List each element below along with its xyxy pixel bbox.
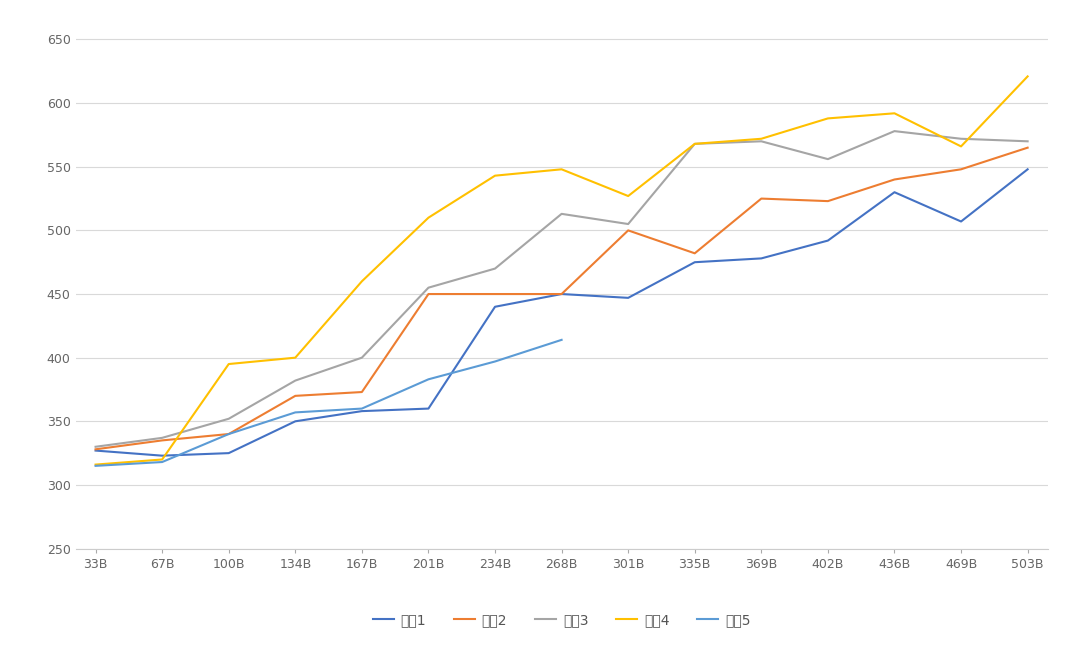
实隃4: [488, 172, 501, 180]
实隃4: [755, 134, 768, 142]
实隃2: [555, 290, 568, 298]
实隃4: [622, 192, 635, 200]
实隃3: [688, 140, 701, 148]
实隃1: [355, 407, 368, 415]
实隃1: [156, 452, 168, 460]
实隃2: [1022, 144, 1035, 152]
实隃4: [222, 360, 235, 368]
实隃5: [422, 375, 435, 383]
Line: 实隃4: 实隃4: [95, 76, 1028, 464]
实隃4: [888, 109, 901, 117]
实隃3: [822, 155, 835, 163]
实隃1: [822, 237, 835, 245]
实隃3: [622, 220, 635, 228]
实隃1: [89, 447, 102, 455]
实隃1: [488, 303, 501, 311]
Line: 实隃1: 实隃1: [95, 169, 1028, 456]
实隃2: [822, 197, 835, 205]
实隃4: [89, 460, 102, 468]
实隃2: [156, 436, 168, 444]
实隃3: [888, 127, 901, 135]
实隃3: [222, 415, 235, 423]
实隃2: [688, 250, 701, 258]
实隃3: [156, 434, 168, 442]
实隃2: [222, 430, 235, 438]
实隃3: [755, 137, 768, 145]
实隃3: [955, 134, 968, 142]
实隃2: [355, 388, 368, 396]
实隃5: [488, 357, 501, 365]
Line: 实隃5: 实隃5: [95, 340, 562, 466]
实隃5: [555, 336, 568, 344]
实隃3: [89, 443, 102, 451]
实隃4: [1022, 72, 1035, 80]
实隃2: [755, 195, 768, 203]
实隃2: [288, 392, 301, 400]
实隃2: [89, 446, 102, 454]
实隃4: [555, 165, 568, 173]
实隃3: [422, 284, 435, 292]
实隃5: [288, 408, 301, 416]
实隃4: [355, 277, 368, 285]
实隃2: [955, 165, 968, 173]
实隃5: [355, 405, 368, 413]
实隃4: [955, 142, 968, 151]
实隃1: [955, 217, 968, 225]
实隃2: [888, 175, 901, 183]
实隃3: [488, 264, 501, 272]
实隃5: [89, 462, 102, 470]
实隃3: [355, 354, 368, 362]
实隃1: [688, 258, 701, 266]
实隃5: [222, 430, 235, 438]
实隃1: [222, 449, 235, 457]
实隃2: [422, 290, 435, 298]
实隃4: [688, 140, 701, 148]
实隃4: [822, 114, 835, 122]
实隃4: [156, 456, 168, 464]
实隃2: [622, 226, 635, 234]
实隃1: [755, 254, 768, 262]
Line: 实隃3: 实隃3: [95, 131, 1028, 447]
实隃1: [288, 417, 301, 425]
实隃3: [1022, 137, 1035, 145]
实隃1: [555, 290, 568, 298]
实隃1: [1022, 165, 1035, 173]
实隃1: [422, 405, 435, 413]
Legend: 实隃1, 实隃2, 实隃3, 实隃4, 实隃5: 实隃1, 实隃2, 实隃3, 实隃4, 实隃5: [367, 607, 756, 633]
实隃3: [555, 210, 568, 218]
实隃1: [888, 188, 901, 196]
实隃1: [622, 294, 635, 302]
实隃5: [156, 458, 168, 466]
实隃2: [488, 290, 501, 298]
实隃4: [422, 213, 435, 221]
实隃4: [288, 354, 301, 362]
实隃3: [288, 377, 301, 385]
Line: 实隃2: 实隃2: [95, 148, 1028, 450]
